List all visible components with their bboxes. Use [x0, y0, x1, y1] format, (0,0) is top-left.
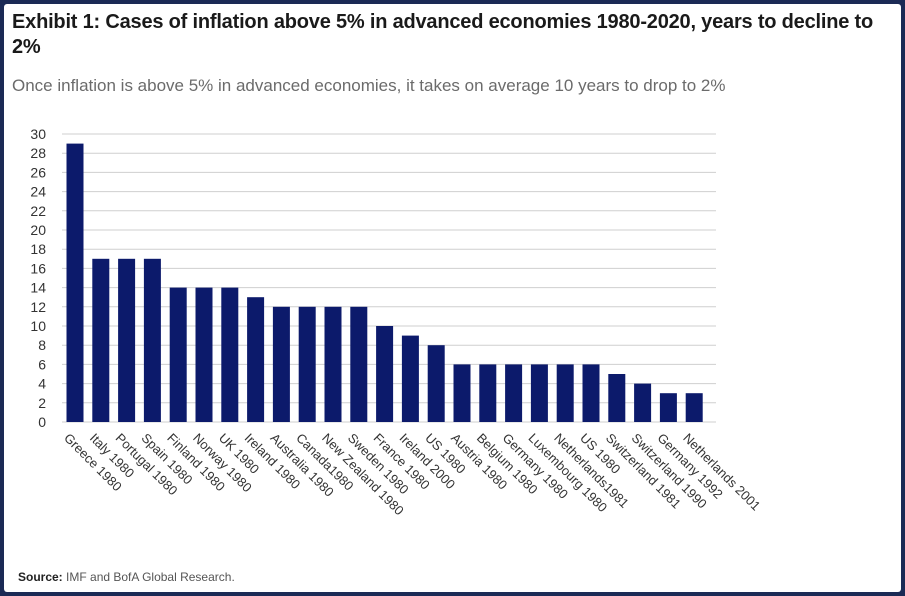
- bar: [556, 364, 574, 422]
- bar: [659, 393, 677, 422]
- source-label: Source:: [18, 570, 63, 584]
- y-tick-label: 14: [30, 280, 46, 296]
- bar: [427, 345, 445, 422]
- bar: [479, 364, 497, 422]
- chart-subtitle: Once inflation is above 5% in advanced e…: [12, 76, 726, 95]
- y-tick-label: 16: [30, 260, 46, 276]
- y-tick-label: 10: [30, 318, 46, 334]
- y-tick-label: 4: [38, 376, 46, 392]
- bar: [453, 364, 471, 422]
- bar: [634, 383, 652, 422]
- bar: [350, 306, 368, 422]
- y-tick-label: 30: [30, 126, 46, 142]
- source-note: Source: IMF and BofA Global Research.: [18, 570, 235, 584]
- bar: [582, 364, 600, 422]
- y-tick-label: 12: [30, 299, 46, 315]
- bar: [143, 258, 161, 422]
- bar: [608, 374, 626, 422]
- y-tick-label: 8: [38, 337, 46, 353]
- bar: [530, 364, 548, 422]
- bar: [169, 287, 187, 422]
- y-tick-label: 2: [38, 395, 46, 411]
- y-tick-label: 6: [38, 356, 46, 372]
- bar: [298, 306, 316, 422]
- bar: [118, 258, 136, 422]
- bar: [324, 306, 342, 422]
- bar: [221, 287, 239, 422]
- chart-title: Exhibit 1: Cases of inflation above 5% i…: [12, 11, 873, 58]
- bar: [505, 364, 523, 422]
- bar: [66, 143, 84, 422]
- y-tick-label: 22: [30, 203, 46, 219]
- y-tick-label: 28: [30, 145, 46, 161]
- bar: [247, 297, 265, 422]
- bar: [376, 326, 394, 422]
- y-tick-label: 20: [30, 222, 46, 238]
- y-tick-label: 26: [30, 164, 46, 180]
- y-tick-label: 0: [38, 414, 46, 430]
- bar: [92, 258, 110, 422]
- y-tick-label: 18: [30, 241, 46, 257]
- y-tick-label: 24: [30, 184, 46, 200]
- source-text: IMF and BofA Global Research.: [66, 570, 235, 584]
- bar: [272, 306, 290, 422]
- bar: [401, 335, 419, 422]
- bar: [195, 287, 213, 422]
- bars: [66, 143, 703, 422]
- exhibit-frame: Exhibit 1: Cases of inflation above 5% i…: [4, 4, 901, 592]
- bar: [685, 393, 703, 422]
